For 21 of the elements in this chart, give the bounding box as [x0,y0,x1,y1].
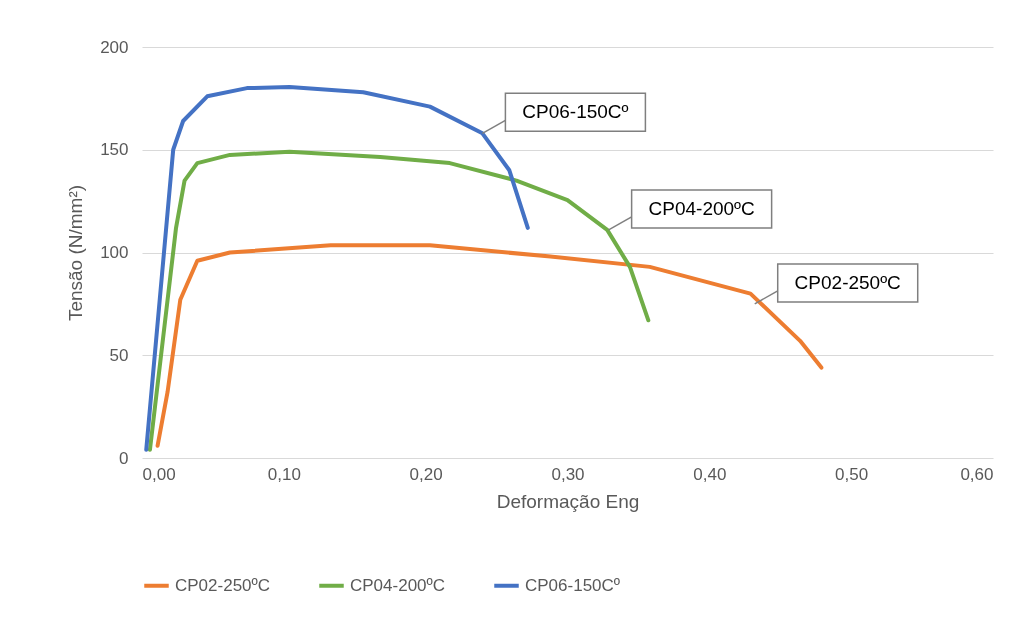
annotation: CP06-150Cº [522,101,629,123]
legend-label: CP06-150Cº [525,575,621,595]
x-axis-title: Deformação Eng [496,490,640,512]
x-tick-label: 0,20 [409,464,443,484]
x-tick-label: 0,60 [960,464,994,484]
y-tick-label: 100 [100,243,129,262]
x-tick-label: 0,10 [267,464,301,484]
x-tick-label: 0,00 [142,464,176,484]
x-tick-label: 0,40 [693,464,727,484]
y-axis-title: Tensão (N/mm²) [65,184,87,322]
line-series [147,149,651,452]
annotation: CP02-250ºC [794,271,901,293]
y-tick-label: 0 [119,448,129,468]
y-tick-label: 50 [109,345,129,365]
legend-label: CP04-200ºC [350,575,446,595]
y-tick-label: 150 [100,140,129,160]
y-tick-label: 200 [100,37,129,57]
legend-label: CP02-250ºC [175,575,271,595]
annotation: CP04-200ºC [648,197,755,219]
x-tick-label: 0,50 [835,464,869,484]
x-tick-label: 0,30 [551,464,585,484]
